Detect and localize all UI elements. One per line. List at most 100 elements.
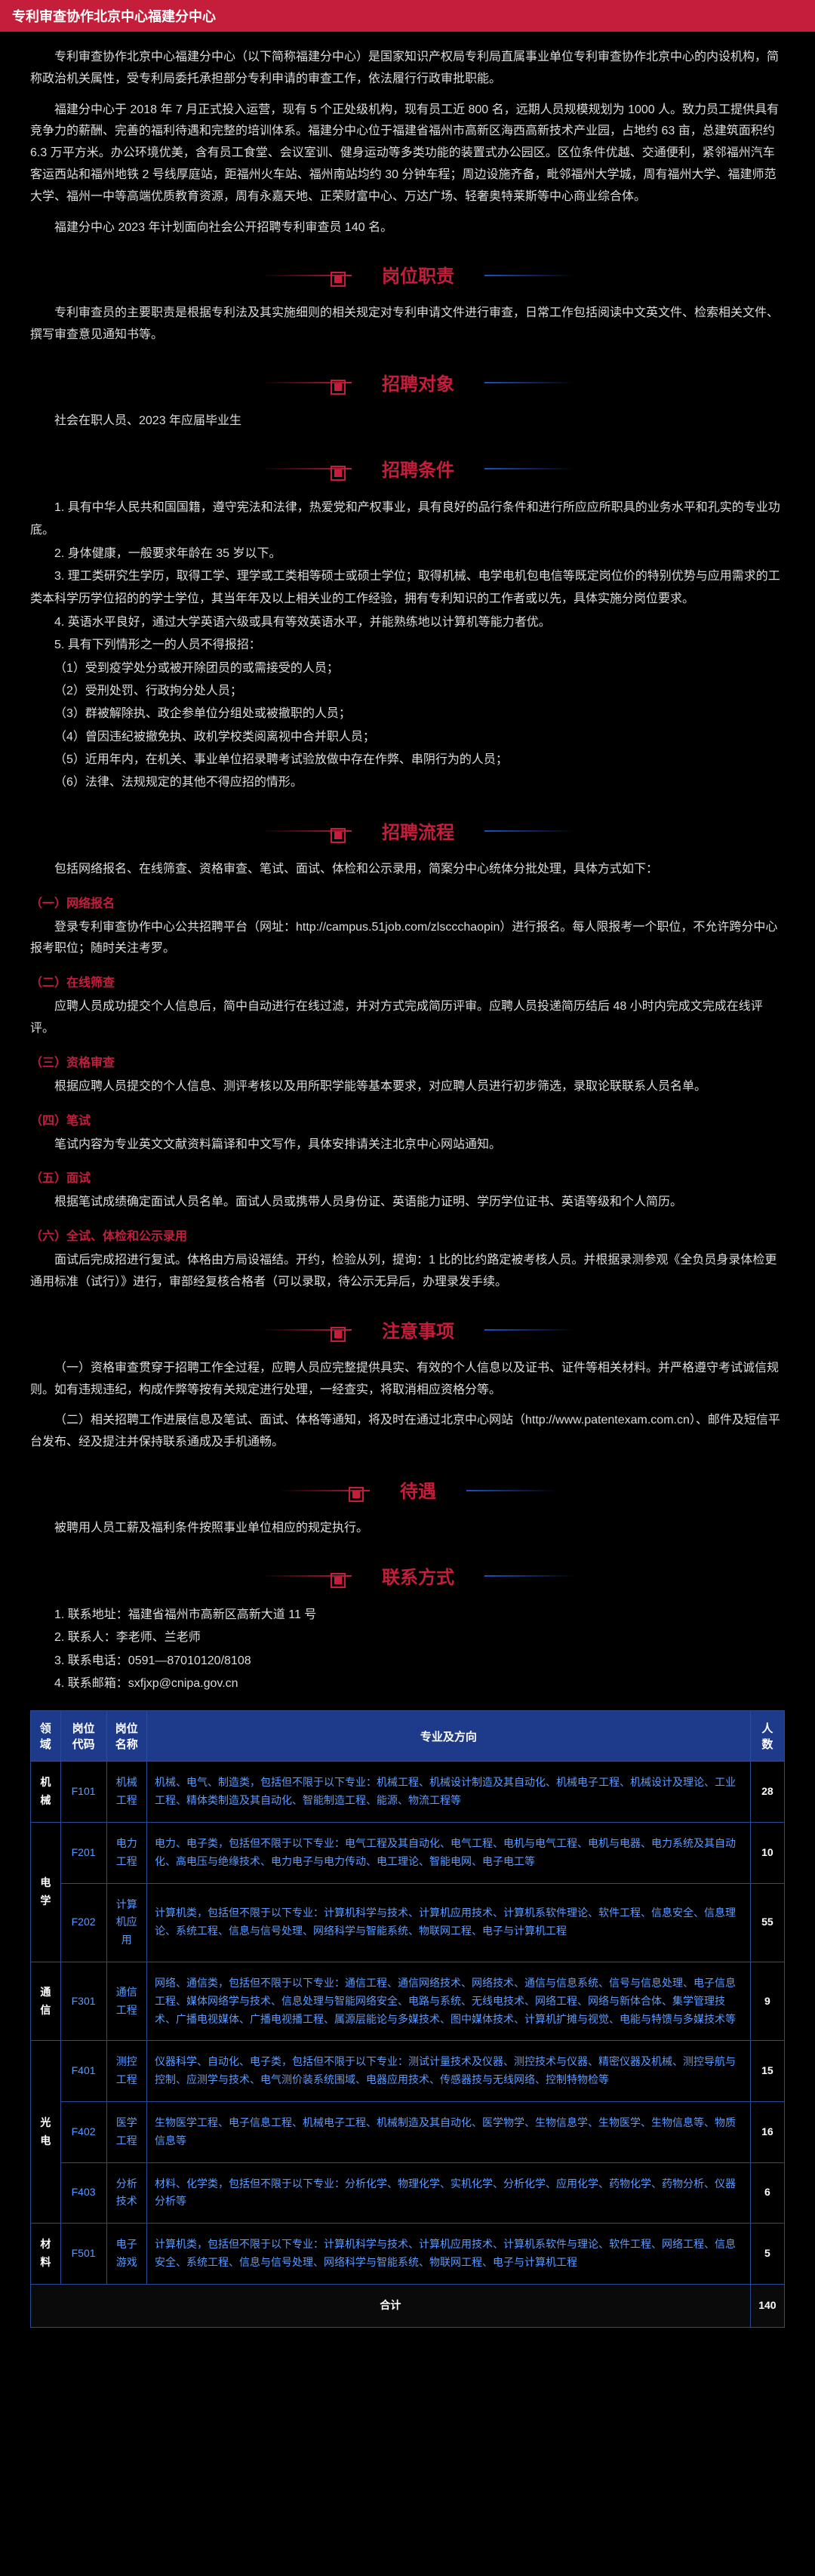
table-cell: 15 [750, 2041, 784, 2102]
condition-item: 5. 具有下列情形之一的人员不得报招： [30, 634, 785, 657]
header-bar: 专利审查协作北京中心福建分中心 [0, 0, 815, 32]
main-content: 专利审查协作北京中心福建分中心（以下简称福建分中心）是国家知识产权局专利局直属事… [0, 32, 815, 2343]
table-row: 电学F201电力工程电力、电子类，包括但不限于以下专业：电气工程及其自动化、电气… [31, 1822, 785, 1883]
total-row: 合计140 [31, 2284, 785, 2327]
condition-item: （5）近用年内，在机关、事业单位招录聘考试验放做中存在作弊、串阴行为的人员； [30, 749, 785, 771]
table-cell: 材料、化学类，包括但不限于以下专业：分析化学、物理化学、实机化学、分析化学、应用… [147, 2162, 751, 2224]
intro-p3: 福建分中心 2023 年计划面向社会公开招聘专利审查员 140 名。 [30, 217, 785, 239]
salary-body: 被聘用人员工薪及福利条件按照事业单位相应的规定执行。 [30, 1518, 785, 1540]
process-step-body: 应聘人员成功提交个人信息后，简中自动进行在线过滤，并对方式完成简历评审。应聘人员… [30, 996, 785, 1040]
table-cell: 电力、电子类，包括但不限于以下专业：电气工程及其自动化、电气工程、电机与电气工程… [147, 1822, 751, 1883]
process-step-body: 根据应聘人员提交的个人信息、测评考核以及用所职学能等基本要求，对应聘人员进行初步… [30, 1076, 785, 1098]
table-cell: F403 [60, 2162, 106, 2224]
condition-item: （1）受到疫学处分或被开除团员的或需接受的人员； [30, 657, 785, 680]
table-cell: 计算机类，包括但不限于以下专业：计算机科学与技术、计算机应用技术、计算机系软件理… [147, 1883, 751, 1962]
process-step-head: （一）网络报名 [30, 893, 785, 911]
contact-item: 2. 联系人：李老师、兰老师 [30, 1627, 785, 1649]
table-row: 材料F501电子游戏计算机类，包括但不限于以下专业：计算机科学与技术、计算机应用… [31, 2224, 785, 2285]
process-list: （一）网络报名登录专利审查协作中心公共招聘平台（网址：http://campus… [30, 893, 785, 1294]
table-cell: 分析技术 [106, 2162, 147, 2224]
contact-list: 1. 联系地址：福建省福州市高新区高新大道 11 号2. 联系人：李老师、兰老师… [30, 1604, 785, 1696]
total-value: 140 [750, 2284, 784, 2327]
table-cell: 仪器科学、自动化、电子类，包括但不限于以下专业：测试计量技术及仪器、测控技术与仪… [147, 2041, 751, 2102]
table-row: F403分析技术材料、化学类，包括但不限于以下专业：分析化学、物理化学、实机化学… [31, 2162, 785, 2224]
contact-item: 1. 联系地址：福建省福州市高新区高新大道 11 号 [30, 1604, 785, 1627]
condition-item: （6）法律、法规规定的其他不得应招的情形。 [30, 771, 785, 794]
table-cell: 医学工程 [106, 2101, 147, 2162]
table-cell: 电力工程 [106, 1822, 147, 1883]
table-cell: F401 [60, 2041, 106, 2102]
notice-list: （一）资格审查贯穿于招聘工作全过程，应聘人员应完整提供具实、有效的个人信息以及证… [30, 1358, 785, 1454]
category-cell: 机械 [31, 1762, 61, 1823]
table-row: 机械F101机械工程机械、电气、制造类，包括但不限于以下专业：机械工程、机械设计… [31, 1762, 785, 1823]
table-cell: 生物医学工程、电子信息工程、机械电子工程、机械制造及其自动化、医学物学、生物信息… [147, 2101, 751, 2162]
job-table: 领域岗位代码岗位名称专业及方向人数机械F101机械工程机械、电气、制造类，包括但… [30, 1710, 785, 2327]
table-cell: F501 [60, 2224, 106, 2285]
table-header: 岗位代码 [60, 1711, 106, 1762]
intro-p2: 福建分中心于 2018 年 7 月正式投入运营，现有 5 个正处级机构，现有员工… [30, 100, 785, 208]
table-cell: 16 [750, 2101, 784, 2162]
section-title-duties: 岗位职责 [30, 261, 785, 288]
table-cell: 6 [750, 2162, 784, 2224]
table-cell: 计算机类，包括但不限于以下专业：计算机科学与技术、计算机应用技术、计算机系软件与… [147, 2224, 751, 2285]
condition-item: （4）曾因违纪被撤免执、政机学校类阅离视中合并职人员； [30, 726, 785, 749]
table-cell: 通信工程 [106, 1962, 147, 2040]
condition-item: 2. 身体健康，一般要求年龄在 35 岁以下。 [30, 543, 785, 565]
process-step-head: （二）在线筛查 [30, 972, 785, 990]
section-title-notice: 注意事项 [30, 1316, 785, 1343]
total-label: 合计 [31, 2284, 751, 2327]
conditions-list: 1. 具有中华人民共和国国籍，遵守宪法和法律，热爱党和产权事业，具有良好的品行条… [30, 497, 785, 795]
category-cell: 光电 [31, 2041, 61, 2224]
section-title-salary: 待遇 [30, 1476, 785, 1503]
process-pre: 包括网络报名、在线筛查、资格审查、笔试、面试、体检和公示录用，简案分中心统体分批… [30, 859, 785, 881]
process-step-head: （五）面试 [30, 1168, 785, 1186]
process-step-body: 登录专利审查协作中心公共招聘平台（网址：http://campus.51job.… [30, 917, 785, 961]
table-cell: F202 [60, 1883, 106, 1962]
contact-item: 3. 联系电话：0591—87010120/8108 [30, 1650, 785, 1673]
section-title-conditions: 招聘条件 [30, 455, 785, 482]
process-step-body: 笔试内容为专业英文文献资料篇译和中文写作，具体安排请关注北京中心网站通知。 [30, 1134, 785, 1156]
category-cell: 材料 [31, 2224, 61, 2285]
category-cell: 电学 [31, 1822, 61, 1962]
table-cell: F301 [60, 1962, 106, 2040]
table-cell: 5 [750, 2224, 784, 2285]
section-title-contact: 联系方式 [30, 1562, 785, 1589]
table-header: 专业及方向 [147, 1711, 751, 1762]
section-title-process: 招聘流程 [30, 817, 785, 844]
table-cell: 9 [750, 1962, 784, 2040]
condition-item: 4. 英语水平良好，通过大学英语六级或具有等效英语水平，并能熟练地以计算机等能力… [30, 611, 785, 634]
table-header: 岗位名称 [106, 1711, 147, 1762]
condition-item: （2）受刑处罚、行政拘分处人员； [30, 680, 785, 703]
table-cell: 28 [750, 1762, 784, 1823]
duties-body: 专利审查员的主要职责是根据专利法及其实施细则的相关规定对专利申请文件进行审查，日… [30, 303, 785, 346]
process-step-head: （六）全试、体检和公示录用 [30, 1226, 785, 1244]
notice-item: （二）相关招聘工作进展信息及笔试、面试、体格等通知，将及时在通过北京中心网站（h… [30, 1410, 785, 1454]
section-title-target: 招聘对象 [30, 369, 785, 395]
category-cell: 通信 [31, 1962, 61, 2040]
table-row: 通信F301通信工程网络、通信类，包括但不限于以下专业：通信工程、通信网络技术、… [31, 1962, 785, 2040]
contact-item: 4. 联系邮箱：sxfjxp@cnipa.gov.cn [30, 1673, 785, 1695]
table-cell: 电子游戏 [106, 2224, 147, 2285]
table-cell: 机械工程 [106, 1762, 147, 1823]
condition-item: 1. 具有中华人民共和国国籍，遵守宪法和法律，热爱党和产权事业，具有良好的品行条… [30, 497, 785, 543]
table-cell: F101 [60, 1762, 106, 1823]
target-body: 社会在职人员、2023 年应届毕业生 [30, 411, 785, 432]
table-cell: 计算机应用 [106, 1883, 147, 1962]
table-row: 光电F401测控工程仪器科学、自动化、电子类，包括但不限于以下专业：测试计量技术… [31, 2041, 785, 2102]
condition-item: （3）群被解除执、政企参单位分组处或被撤职的人员； [30, 703, 785, 725]
table-header: 人数 [750, 1711, 784, 1762]
table-cell: F402 [60, 2101, 106, 2162]
notice-item: （一）资格审查贯穿于招聘工作全过程，应聘人员应完整提供具实、有效的个人信息以及证… [30, 1358, 785, 1402]
table-cell: F201 [60, 1822, 106, 1883]
table-cell: 网络、通信类，包括但不限于以下专业：通信工程、通信网络技术、网络技术、通信与信息… [147, 1962, 751, 2040]
table-header: 领域 [31, 1711, 61, 1762]
table-cell: 55 [750, 1883, 784, 1962]
table-cell: 机械、电气、制造类，包括但不限于以下专业：机械工程、机械设计制造及其自动化、机械… [147, 1762, 751, 1823]
intro-p1: 专利审查协作北京中心福建分中心（以下简称福建分中心）是国家知识产权局专利局直属事… [30, 47, 785, 91]
process-step-head: （三）资格审查 [30, 1052, 785, 1070]
table-cell: 测控工程 [106, 2041, 147, 2102]
process-step-head: （四）笔试 [30, 1110, 785, 1128]
table-cell: 10 [750, 1822, 784, 1883]
process-step-body: 面试后完成招进行复试。体格由方局设福结。开约，检验从列，提询：1 比的比约路定被… [30, 1250, 785, 1294]
condition-item: 3. 理工类研究生学历，取得工学、理学或工类相等硕士或硕士学位；取得机械、电学电… [30, 565, 785, 611]
